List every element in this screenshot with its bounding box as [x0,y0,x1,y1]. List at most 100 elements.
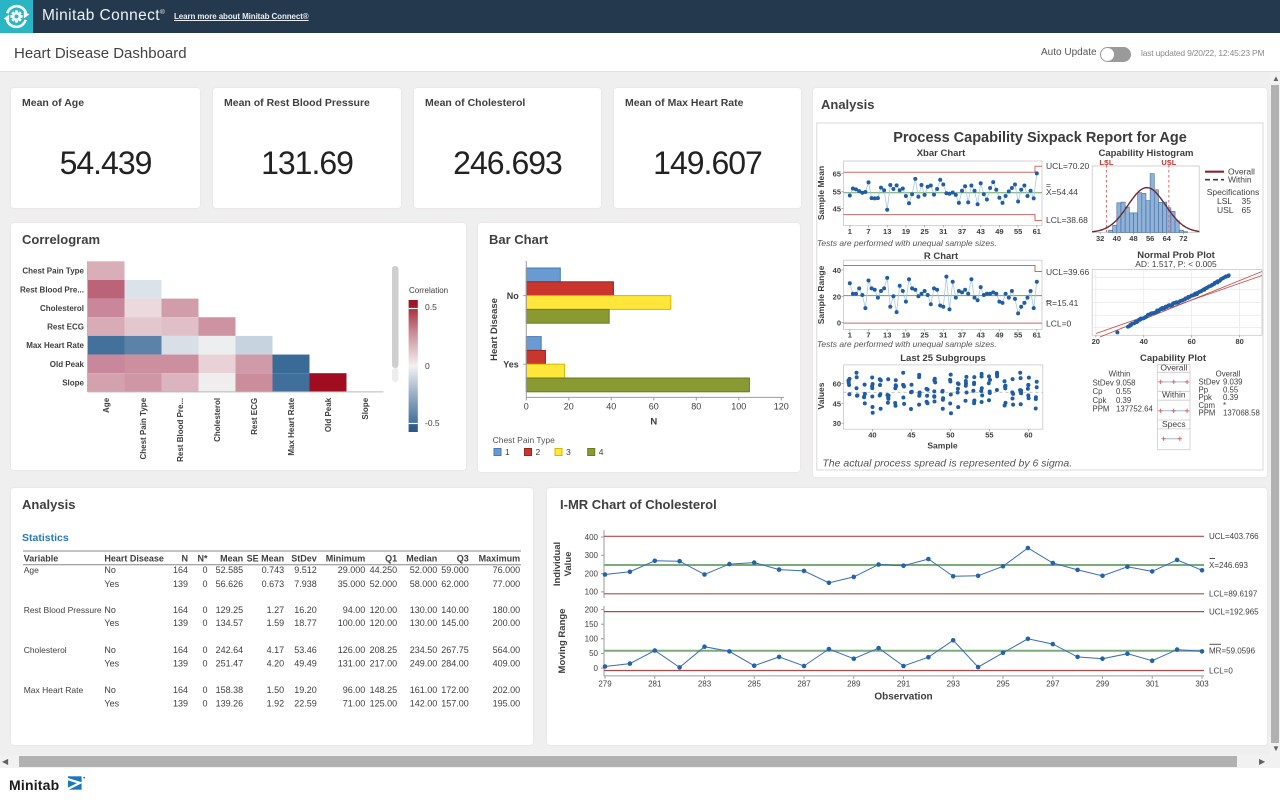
svg-text:0.673: 0.673 [262,579,285,589]
svg-text:100: 100 [585,588,599,597]
svg-text:19.20: 19.20 [294,685,317,695]
svg-text:0: 0 [202,645,207,655]
svg-text:409.00: 409.00 [493,658,521,668]
svg-text:303: 303 [1195,680,1209,689]
svg-text:71.00: 71.00 [343,698,366,708]
svg-text:564.00: 564.00 [493,645,521,655]
svg-text:0.5: 0.5 [425,302,437,312]
svg-text:Specs: Specs [1162,419,1186,429]
svg-text:Rest Blood Pre...: Rest Blood Pre... [20,285,84,294]
svg-text:0.39: 0.39 [1116,396,1131,405]
svg-text:Ppk: Ppk [1199,393,1213,402]
svg-text:53.46: 53.46 [294,645,317,655]
svg-text:0: 0 [425,361,430,371]
svg-text:N: N [650,416,657,427]
svg-text:No: No [507,291,519,301]
svg-text:134.57: 134.57 [216,618,244,628]
svg-text:281: 281 [648,680,662,689]
svg-text:150: 150 [585,620,599,629]
svg-text:300: 300 [585,551,599,560]
svg-text:59.000: 59.000 [441,565,469,575]
svg-text:Rest ECG: Rest ECG [47,323,84,332]
svg-text:Max Heart Rate: Max Heart Rate [287,397,296,455]
svg-text:200: 200 [585,605,599,614]
svg-text:55: 55 [1014,227,1022,236]
svg-text:R Chart: R Chart [924,251,959,262]
svg-text:0: 0 [202,658,207,668]
svg-text:249.00: 249.00 [410,658,438,668]
svg-text:7: 7 [866,227,870,236]
svg-text:56.626: 56.626 [216,579,244,589]
svg-text:StDev: StDev [291,553,317,563]
svg-text:1: 1 [848,331,852,340]
svg-text:Process Capability Sixpack Rep: Process Capability Sixpack Report for Ag… [893,130,1187,146]
svg-text:Overall: Overall [1216,370,1241,379]
svg-text:0.55: 0.55 [1116,387,1132,396]
svg-text:40: 40 [833,266,841,275]
svg-text:130.00: 130.00 [410,618,438,628]
svg-text:301: 301 [1146,680,1160,689]
svg-text:77.000: 77.000 [493,579,521,589]
svg-text:299: 299 [1096,680,1110,689]
svg-text:Statistics: Statistics [22,532,69,544]
svg-text:40: 40 [606,401,616,411]
svg-text:Max Heart Rate: Max Heart Rate [26,341,84,350]
svg-text:=: = [1046,180,1051,190]
svg-text:Cholesterol: Cholesterol [24,645,67,655]
svg-text:Observation: Observation [874,692,932,703]
svg-text:StDev: StDev [1199,378,1220,387]
svg-text:180.00: 180.00 [493,605,521,615]
svg-text:0: 0 [202,698,207,708]
svg-text:Within: Within [1228,175,1252,185]
svg-text:139.26: 139.26 [216,698,244,708]
svg-text:40: 40 [868,431,876,440]
svg-text:139: 139 [173,658,188,668]
svg-text:Values: Values [816,382,826,409]
svg-text:USL: USL [1161,158,1176,167]
svg-text:139: 139 [173,579,188,589]
svg-text:289: 289 [847,680,861,689]
svg-text:172.00: 172.00 [441,685,469,695]
svg-text:Old Peak: Old Peak [324,397,333,432]
svg-text:0: 0 [202,565,207,575]
svg-text:Cpm: Cpm [1199,401,1215,410]
svg-text:35: 35 [1242,196,1252,206]
svg-text:65: 65 [833,170,841,179]
svg-text:1.92: 1.92 [267,698,285,708]
svg-text:0: 0 [202,685,207,695]
svg-text:0.743: 0.743 [262,565,285,575]
svg-text:Max Heart Rate: Max Heart Rate [24,685,84,695]
svg-text:50: 50 [589,649,598,658]
svg-text:Slope: Slope [361,397,370,419]
svg-text:61: 61 [1033,227,1041,236]
svg-text:131.00: 131.00 [338,658,366,668]
svg-text:9.039: 9.039 [1223,378,1243,387]
svg-text:Median: Median [406,553,437,563]
svg-text:202.00: 202.00 [493,685,521,695]
svg-text:Variable: Variable [24,553,59,563]
svg-text:_: _ [1045,292,1051,302]
svg-text:251.47: 251.47 [216,658,244,668]
svg-text:Chest Pain Type: Chest Pain Type [22,267,84,276]
svg-text:Age: Age [24,565,39,575]
svg-text:Tests are performed with unequ: Tests are performed with unequal sample … [817,339,997,349]
svg-text:0: 0 [837,319,841,328]
svg-text:-0.5: -0.5 [425,418,440,428]
svg-text:100: 100 [731,401,746,411]
svg-text:58.000: 58.000 [410,579,438,589]
svg-text:37: 37 [958,227,966,236]
svg-text:Q1: Q1 [385,553,397,563]
svg-text:31: 31 [939,331,947,340]
svg-text:9.058: 9.058 [1116,378,1136,387]
svg-text:1: 1 [505,447,510,457]
svg-text:Pp: Pp [1199,385,1209,394]
svg-text:Moving Range: Moving Range [557,609,568,674]
svg-text:Last 25 Subgroups: Last 25 Subgroups [900,353,986,364]
svg-text:130.00: 130.00 [410,605,438,615]
svg-text:Specifications: Specifications [1207,187,1259,197]
svg-text:Individual: Individual [552,542,563,586]
svg-text:0.55: 0.55 [1223,385,1239,394]
svg-text:7.938: 7.938 [294,579,317,589]
svg-text:Tests are performed with unequ: Tests are performed with unequal sample … [817,238,997,248]
svg-text:13: 13 [883,331,891,340]
